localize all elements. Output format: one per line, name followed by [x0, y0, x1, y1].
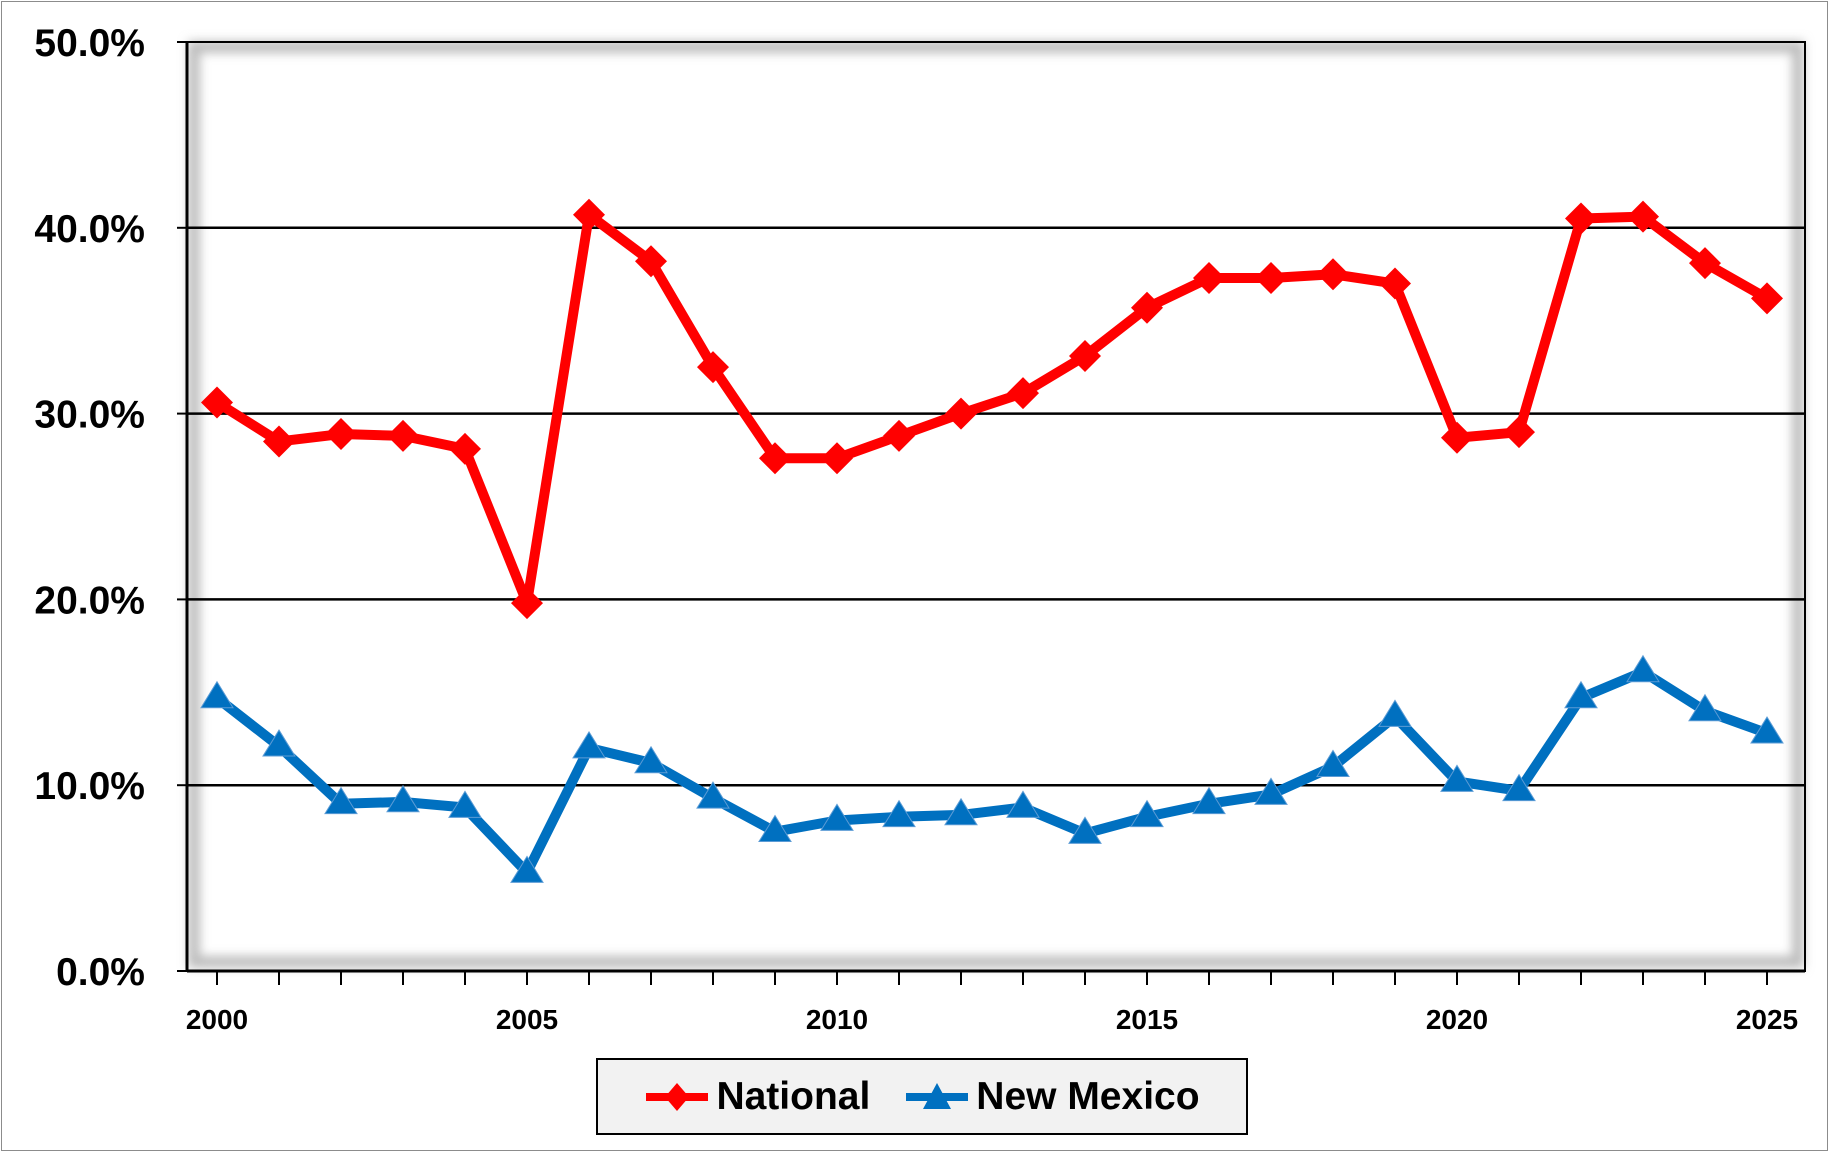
- legend: National New Mexico: [596, 1058, 1248, 1135]
- national-point: [1131, 291, 1163, 324]
- new-mexico-point: [882, 799, 916, 828]
- national-point: [449, 432, 481, 465]
- national-point: [1193, 261, 1225, 294]
- new-mexico-point: [324, 786, 358, 815]
- national-point: [325, 418, 357, 451]
- new-mexico-point: [1626, 654, 1660, 683]
- y-tick-label: 20.0%: [34, 579, 145, 622]
- national-point: [1441, 421, 1473, 454]
- new-mexico-point: [820, 803, 854, 831]
- new-mexico-point: [758, 814, 792, 843]
- national-point: [759, 442, 791, 475]
- new-mexico-point: [1006, 790, 1040, 818]
- national-point: [945, 397, 977, 430]
- new-mexico-point: [1750, 716, 1784, 744]
- national-point: [201, 386, 233, 419]
- x-tick-label: 2015: [1116, 1004, 1178, 1035]
- national-point: [1751, 282, 1783, 315]
- new-mexico-legend-swatch: [906, 1082, 969, 1109]
- national-point: [635, 245, 667, 278]
- national-point: [573, 198, 605, 231]
- new-mexico-point: [510, 855, 544, 883]
- new-mexico-point: [200, 680, 234, 709]
- x-tick-label: 2000: [186, 1004, 248, 1035]
- legend-entry-national: National: [644, 1075, 870, 1119]
- national-point: [1007, 377, 1039, 410]
- national-point: [1069, 340, 1101, 373]
- plot-area: [186, 41, 1806, 972]
- new-mexico-point: [448, 790, 482, 818]
- national-point: [1255, 261, 1287, 294]
- series-layer: [200, 198, 1784, 883]
- x-tick-label: 2025: [1736, 1004, 1798, 1035]
- x-tick-label: 2005: [496, 1004, 558, 1035]
- x-tick-label: 2020: [1426, 1004, 1488, 1035]
- national-point: [821, 442, 853, 475]
- y-tick-label: 30.0%: [34, 394, 145, 437]
- gridlines: [187, 226, 1805, 787]
- new-mexico-point: [1378, 699, 1412, 727]
- national-point: [697, 351, 729, 384]
- legend-label-new-mexico: New Mexico: [976, 1074, 1200, 1118]
- national-point: [1627, 200, 1659, 233]
- national-point: [387, 419, 419, 452]
- new-mexico-point: [944, 797, 978, 826]
- national-legend-swatch: [646, 1082, 709, 1111]
- new-mexico-point: [572, 730, 606, 759]
- x-tick-label: 2010: [806, 1004, 868, 1035]
- new-mexico-point: [1316, 749, 1350, 777]
- y-tick-label: 10.0%: [34, 765, 145, 808]
- legend-entry-new-mexico: New Mexico: [904, 1074, 1200, 1119]
- national-point: [1379, 267, 1411, 300]
- national-point: [511, 587, 543, 620]
- national-point: [263, 425, 295, 458]
- new-mexico-point: [1502, 773, 1536, 802]
- new-mexico-point: [634, 745, 668, 774]
- new-mexico-point: [1254, 777, 1288, 805]
- new-mexico-point: [1564, 680, 1598, 709]
- national-point: [1565, 202, 1597, 235]
- national-point: [1689, 247, 1721, 280]
- new-mexico-point: [262, 729, 296, 757]
- national-series-line: [212, 209, 1772, 609]
- axes: 0.0% 10.0% 20.0% 30.0% 40.0% 50.0% 2000 2005 201…: [34, 22, 1805, 1035]
- legend-label-national: National: [716, 1074, 871, 1118]
- y-tick-label: 50.0%: [34, 22, 145, 65]
- y-tick-label: 40.0%: [34, 208, 145, 251]
- new-mexico-series-line: [212, 666, 1772, 878]
- new-mexico-point: [386, 784, 420, 813]
- new-mexico-point: [1440, 764, 1474, 792]
- new-mexico-point: [1130, 799, 1164, 828]
- national-point: [883, 419, 915, 452]
- plot-area-shadow: [188, 41, 1804, 968]
- new-mexico-point: [1688, 693, 1722, 722]
- new-mexico-point: [1068, 816, 1102, 844]
- national-point: [1503, 416, 1535, 449]
- national-point: [1317, 258, 1349, 291]
- new-mexico-point: [1192, 786, 1226, 815]
- y-tick-label: 0.0%: [56, 951, 145, 994]
- new-mexico-point: [696, 781, 730, 809]
